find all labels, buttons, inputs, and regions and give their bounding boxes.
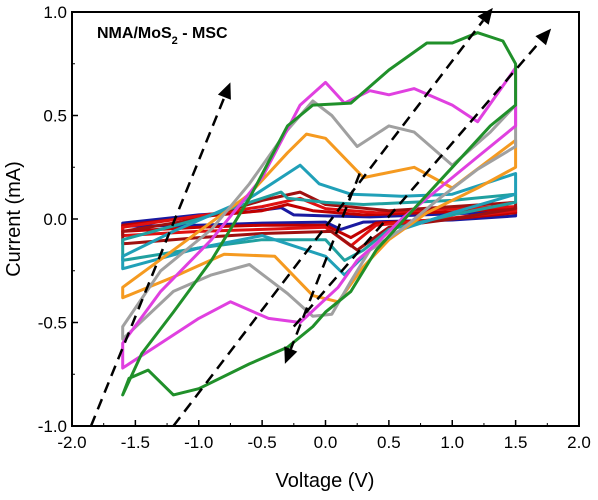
x-tick-label-8: 1.5: [504, 433, 528, 452]
cv-curve-9: [121, 66, 518, 370]
series-layer: [121, 31, 518, 397]
x-tick-label-7: 1.0: [440, 433, 464, 452]
cv-curve-3: [121, 196, 518, 248]
arrow-head-3: [284, 346, 298, 364]
y-axis-title: Current (mA): [3, 161, 25, 277]
arrow-shaft-1: [89, 96, 226, 427]
x-tick-label-2: -1.5: [121, 433, 150, 452]
x-tick-label-9: 2.0: [567, 433, 591, 452]
plot-title-rest: - MSC: [178, 25, 228, 42]
arrow-shaft-4: [292, 39, 542, 328]
arrow-head-1: [217, 82, 231, 100]
cv-curve-5: [121, 190, 518, 262]
plot-title-main: NMA/MoS: [97, 25, 172, 42]
plot-title-subscript: 2: [172, 35, 178, 47]
y-tick-label-5: 1.0: [43, 3, 67, 22]
cv-curve-6: [121, 163, 518, 277]
cv-curve-7: [121, 132, 518, 304]
tick-layer: -2.0 -1.5 -1.0 -0.5 0.0 0.5 1.0 1.5 2.0 -1.0 -0.5 0…: [38, 3, 591, 452]
cv-curve-2: [121, 203, 518, 240]
x-tick-label-6: 0.5: [377, 433, 401, 452]
x-tick-label-4: -0.5: [247, 433, 276, 452]
cv-curve-10: [121, 31, 518, 397]
y-tick-label-1: -1.0: [38, 417, 67, 436]
y-tick-label-3: 0.0: [43, 210, 67, 229]
arrow-layer: [89, 7, 552, 427]
x-tick-label-3: -1.0: [184, 433, 213, 452]
arrow-shaft-2: [172, 19, 485, 427]
y-tick-label-2: -0.5: [38, 314, 67, 333]
plot-title: NMA/MoS2 - MSC: [97, 25, 228, 47]
x-tick-label-1: -2.0: [57, 433, 86, 452]
arrow-head-4: [535, 28, 552, 46]
arrow-shaft-3: [289, 173, 361, 350]
x-axis-title: Voltage (V): [276, 470, 375, 492]
y-tick-label-4: 0.5: [43, 107, 67, 126]
x-tick-label-5: 0.0: [314, 433, 338, 452]
cv-curve-4: [121, 190, 518, 252]
